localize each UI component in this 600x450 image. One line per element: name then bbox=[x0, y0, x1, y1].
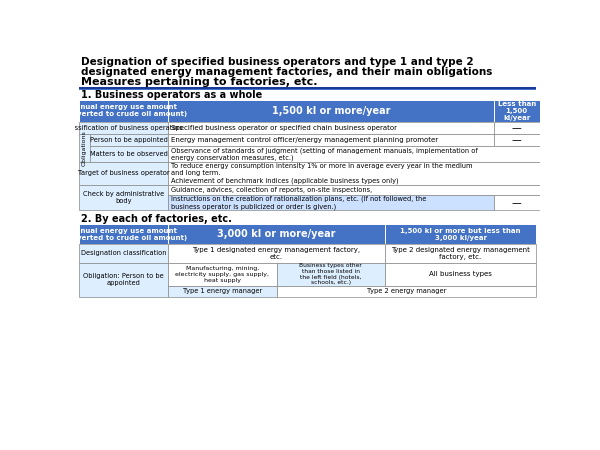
Text: Business types other
than those listed in
the left field (hotels,
schools, etc.): Business types other than those listed i… bbox=[299, 263, 362, 285]
Text: designated energy management factories, and their main obligations: designated energy management factories, … bbox=[81, 68, 493, 77]
Bar bbox=[493, 195, 540, 210]
Text: Classification of business operators: Classification of business operators bbox=[64, 125, 183, 131]
Text: Energy management control officer/energy management planning promoter: Energy management control officer/energy… bbox=[171, 137, 438, 143]
Text: Type 2 designated energy management
factory, etc.: Type 2 designated energy management fact… bbox=[391, 247, 530, 260]
Text: Obligations: Obligations bbox=[82, 130, 87, 166]
Bar bbox=[168, 263, 277, 286]
Bar bbox=[168, 122, 493, 134]
Bar bbox=[168, 195, 493, 210]
Text: 1. Business operators as a whole: 1. Business operators as a whole bbox=[81, 90, 262, 100]
Bar bbox=[79, 263, 168, 297]
Bar bbox=[168, 100, 493, 122]
Bar bbox=[79, 134, 90, 162]
Bar bbox=[79, 89, 536, 90]
Bar bbox=[385, 244, 536, 263]
Bar bbox=[79, 224, 168, 244]
Text: Type 1 energy manager: Type 1 energy manager bbox=[182, 288, 262, 294]
Text: Obligation: Person to be
appointed: Obligation: Person to be appointed bbox=[83, 273, 164, 286]
Text: Measures pertaining to factories, etc.: Measures pertaining to factories, etc. bbox=[81, 77, 318, 87]
Text: To reduce energy consumption intensity 1% or more in average every year in the m: To reduce energy consumption intensity 1… bbox=[171, 163, 473, 184]
Text: Manufacturing, mining,
electricity supply, gas supply,
heat supply: Manufacturing, mining, electricity suppl… bbox=[175, 266, 269, 283]
Bar bbox=[168, 185, 540, 195]
Bar bbox=[168, 224, 385, 244]
Text: Guidance, advices, collection of reports, on-site inspections,: Guidance, advices, collection of reports… bbox=[171, 187, 372, 193]
Text: —: — bbox=[512, 198, 521, 207]
Bar bbox=[168, 162, 540, 185]
Bar bbox=[385, 263, 536, 286]
Text: Check by administrative
body: Check by administrative body bbox=[83, 191, 164, 204]
Text: Instructions on the creation of rationalization plans, etc. (If not followed, th: Instructions on the creation of rational… bbox=[171, 196, 427, 210]
Bar bbox=[90, 134, 168, 146]
Bar bbox=[493, 100, 540, 122]
Text: Observance of standards of judgment (setting of management manuals, implementati: Observance of standards of judgment (set… bbox=[171, 147, 478, 161]
Bar bbox=[79, 244, 168, 263]
Text: Target of business operator: Target of business operator bbox=[77, 171, 169, 176]
Bar bbox=[493, 122, 540, 134]
Text: Less than
1,500
kl/year: Less than 1,500 kl/year bbox=[497, 101, 536, 121]
Text: Annual energy use amount
(Converted to crude oil amount): Annual energy use amount (Converted to c… bbox=[59, 228, 187, 241]
Text: Designation of specified business operators and type 1 and type 2: Designation of specified business operat… bbox=[81, 58, 474, 68]
Bar bbox=[168, 146, 540, 162]
Text: 1,500 kl or more/year: 1,500 kl or more/year bbox=[271, 106, 390, 116]
Bar bbox=[79, 162, 168, 185]
Bar bbox=[79, 87, 536, 89]
Bar bbox=[90, 146, 168, 162]
Bar bbox=[168, 286, 277, 297]
Text: Specified business operator or specified chain business operator: Specified business operator or specified… bbox=[171, 125, 397, 131]
Text: Type 1 designated energy management factory,
etc.: Type 1 designated energy management fact… bbox=[193, 247, 361, 260]
Text: Type 2 energy manager: Type 2 energy manager bbox=[367, 288, 446, 294]
Bar bbox=[79, 122, 168, 134]
Text: Annual energy use amount
(Converted to crude oil amount): Annual energy use amount (Converted to c… bbox=[59, 104, 187, 117]
Bar bbox=[79, 185, 168, 210]
Bar bbox=[385, 224, 536, 244]
Text: Matters to be observed: Matters to be observed bbox=[90, 151, 168, 157]
Text: Designation classification: Designation classification bbox=[80, 251, 166, 256]
Text: Person to be appointed: Person to be appointed bbox=[90, 137, 168, 143]
Bar bbox=[168, 134, 493, 146]
Text: 1,500 kl or more but less than
3,000 kl/year: 1,500 kl or more but less than 3,000 kl/… bbox=[400, 228, 521, 241]
Text: 2. By each of factories, etc.: 2. By each of factories, etc. bbox=[81, 214, 232, 224]
Bar bbox=[79, 100, 168, 122]
Text: —: — bbox=[512, 135, 521, 145]
Bar bbox=[277, 263, 385, 286]
Text: 3,000 kl or more/year: 3,000 kl or more/year bbox=[217, 229, 336, 239]
Bar bbox=[277, 286, 536, 297]
Bar bbox=[168, 244, 385, 263]
Text: —: — bbox=[512, 123, 521, 133]
Text: All business types: All business types bbox=[429, 271, 492, 277]
Bar bbox=[493, 134, 540, 146]
